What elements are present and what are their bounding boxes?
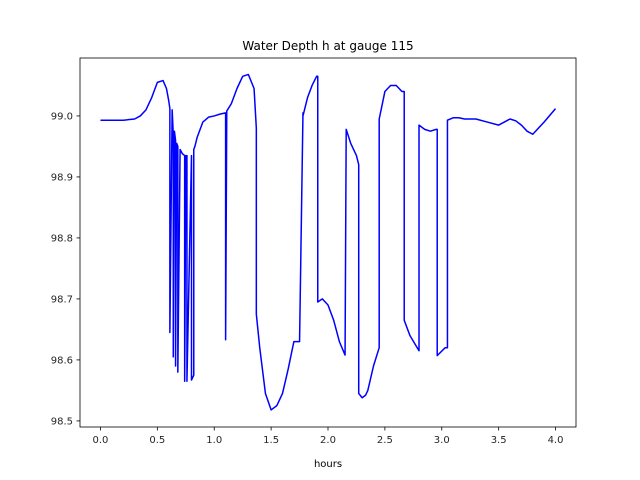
y-tick-label: 98.8 [51,233,73,244]
series-line-0 [100,73,557,411]
plot-area [79,57,577,428]
x-tick-label: 1.0 [206,435,222,446]
x-tick-label: 0.0 [93,435,109,446]
x-tick-label: 1.5 [263,435,279,446]
y-tick-label: 98.6 [51,355,73,366]
x-tick-label: 3.0 [434,435,450,446]
x-tick-label: 3.5 [491,435,507,446]
x-tick-label: 2.5 [377,435,393,446]
chart-title: Water Depth h at gauge 115 [242,39,413,53]
x-tick-label: 4.0 [548,435,564,446]
x-axis-ticks: 0.0 0.5 1.0 1.5 2.0 2.5 3.0 3.5 4.0 [93,427,564,446]
y-axis-ticks: 98.5 98.6 98.7 98.8 98.9 99.0 [51,111,80,427]
x-tick-label: 0.5 [149,435,165,446]
y-tick-label: 99.0 [51,111,73,122]
y-tick-label: 98.5 [51,416,73,427]
x-tick-label: 2.0 [320,435,336,446]
y-tick-label: 98.7 [51,294,73,305]
plot-background [80,58,576,427]
x-axis-label: hours [314,459,342,470]
y-tick-label: 98.9 [51,172,73,183]
